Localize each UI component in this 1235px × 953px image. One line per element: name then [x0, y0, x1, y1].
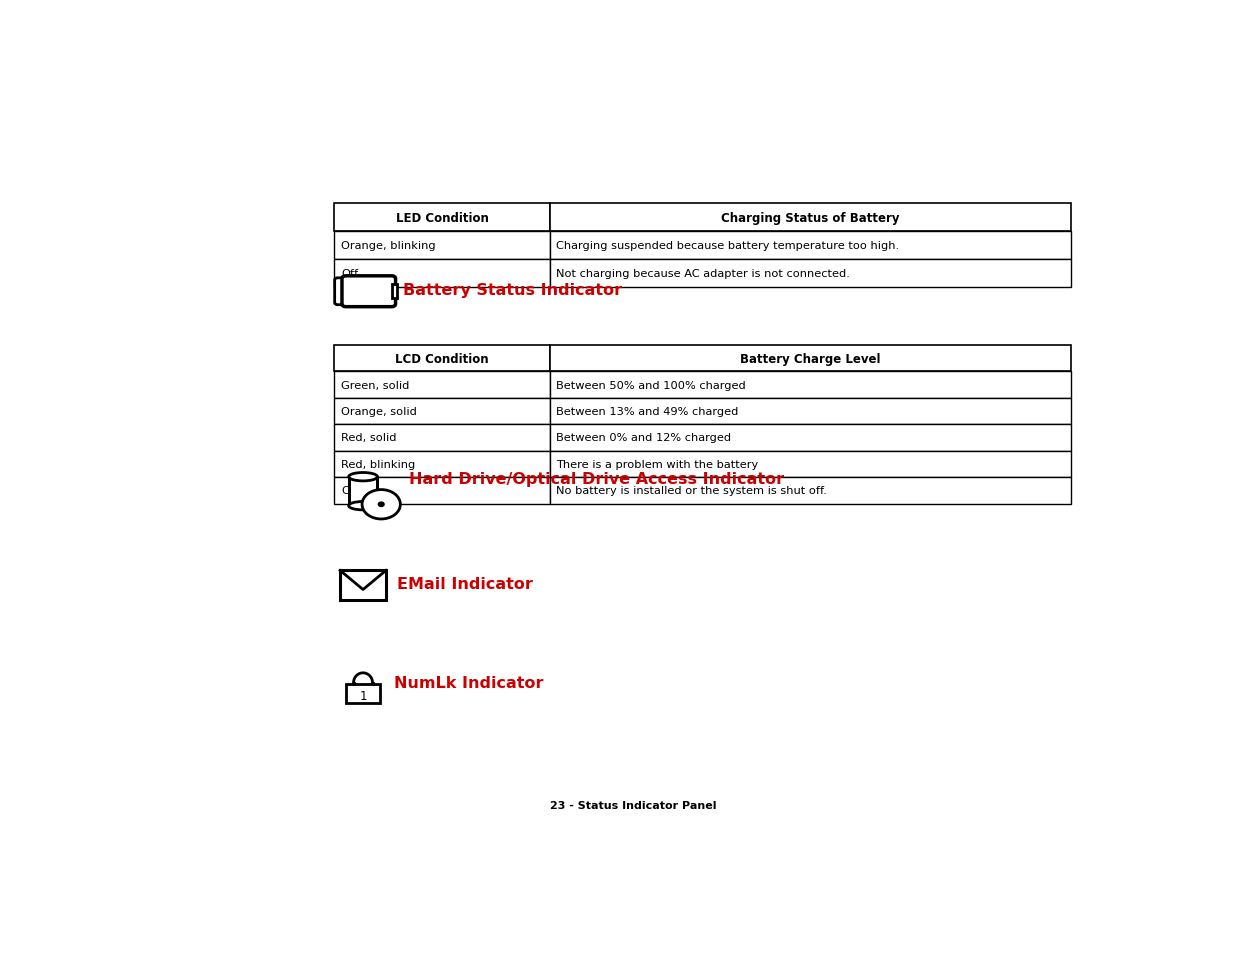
- Text: LCD Condition: LCD Condition: [395, 353, 489, 365]
- Bar: [345, 278, 351, 305]
- Text: Red, blinking: Red, blinking: [341, 459, 415, 470]
- Text: Off: Off: [341, 486, 358, 496]
- Bar: [335, 477, 550, 504]
- Bar: [550, 259, 1071, 288]
- Circle shape: [362, 490, 400, 519]
- Bar: [335, 398, 550, 425]
- Text: NumLk Indicator: NumLk Indicator: [394, 676, 543, 691]
- Bar: [346, 684, 380, 703]
- Bar: [348, 477, 378, 506]
- Text: Hard Drive/Optical Drive Access Indicator: Hard Drive/Optical Drive Access Indicato…: [409, 472, 784, 487]
- Bar: [550, 425, 1071, 451]
- Text: Between 50% and 100% charged: Between 50% and 100% charged: [556, 380, 746, 390]
- Text: Red, solid: Red, solid: [341, 433, 396, 443]
- Bar: [335, 204, 550, 232]
- Bar: [550, 477, 1071, 504]
- Text: Not charging because AC adapter is not connected.: Not charging because AC adapter is not c…: [556, 269, 850, 278]
- Bar: [335, 451, 550, 477]
- Text: No battery is installed or the system is shut off.: No battery is installed or the system is…: [556, 486, 827, 496]
- FancyBboxPatch shape: [335, 278, 348, 305]
- Text: Charging suspended because battery temperature too high.: Charging suspended because battery tempe…: [556, 241, 899, 251]
- Text: Orange, blinking: Orange, blinking: [341, 241, 436, 251]
- Bar: [335, 232, 550, 259]
- Text: Battery Charge Level: Battery Charge Level: [740, 353, 881, 365]
- Text: LED Condition: LED Condition: [395, 212, 488, 224]
- Bar: [340, 571, 387, 600]
- Ellipse shape: [348, 473, 378, 481]
- Bar: [550, 204, 1071, 232]
- Ellipse shape: [348, 502, 378, 510]
- Bar: [550, 232, 1071, 259]
- Circle shape: [378, 502, 384, 507]
- Text: Off: Off: [341, 269, 358, 278]
- Text: EMail Indicator: EMail Indicator: [398, 577, 534, 592]
- Text: Charging Status of Battery: Charging Status of Battery: [721, 212, 900, 224]
- Bar: [335, 372, 550, 398]
- Text: Between 13% and 49% charged: Between 13% and 49% charged: [556, 407, 739, 416]
- Bar: [391, 285, 398, 299]
- Text: 23 - Status Indicator Panel: 23 - Status Indicator Panel: [550, 801, 716, 811]
- Text: Between 0% and 12% charged: Between 0% and 12% charged: [556, 433, 731, 443]
- Text: 1: 1: [359, 689, 367, 701]
- FancyBboxPatch shape: [342, 276, 395, 308]
- Text: Orange, solid: Orange, solid: [341, 407, 417, 416]
- Bar: [550, 372, 1071, 398]
- Text: Green, solid: Green, solid: [341, 380, 409, 390]
- Bar: [335, 259, 550, 288]
- Text: Battery Status Indicator: Battery Status Indicator: [403, 283, 622, 298]
- Bar: [550, 398, 1071, 425]
- Text: There is a problem with the battery: There is a problem with the battery: [556, 459, 758, 470]
- Bar: [550, 451, 1071, 477]
- Bar: [550, 346, 1071, 372]
- Bar: [335, 346, 550, 372]
- Bar: [335, 425, 550, 451]
